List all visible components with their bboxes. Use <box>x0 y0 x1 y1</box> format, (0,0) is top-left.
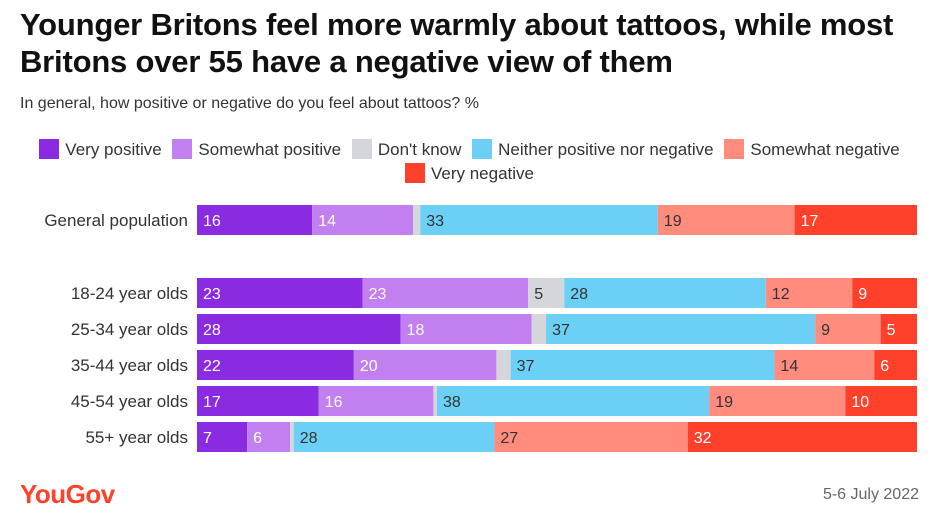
row-label: 18-24 year olds <box>71 284 188 303</box>
legend-swatch-very-negative <box>404 163 425 183</box>
bar-segment-somewhat-positive <box>247 422 291 452</box>
data-label: 18 <box>407 322 425 339</box>
bar-segment-very-positive <box>197 422 248 452</box>
legend-swatch-neither <box>472 139 493 159</box>
legend-swatch-somewhat-negative <box>724 139 745 159</box>
bar-segment-somewhat-positive <box>353 350 497 380</box>
bar-segment-dont-know <box>413 205 421 235</box>
legend-item-somewhat-positive: Somewhat positive <box>172 138 341 162</box>
bar-segment-very-positive <box>197 205 313 235</box>
data-label: 9 <box>821 322 830 339</box>
bar-segment-very-negative <box>687 422 917 452</box>
bar-segment-neither <box>420 205 658 235</box>
bar-segment-somewhat-negative <box>709 386 846 416</box>
survey-date: 5-6 July 2022 <box>822 486 919 503</box>
chart-subtitle: In general, how positive or negative do … <box>20 95 479 112</box>
bar-segment-dont-know <box>531 314 547 344</box>
data-label: 27 <box>500 430 518 447</box>
bar-segment-dont-know <box>290 422 294 452</box>
legend-item-somewhat-negative: Somewhat negative <box>724 138 900 162</box>
bar-segment-neither <box>437 386 710 416</box>
row-label: 25-34 year olds <box>71 320 188 339</box>
bar-segment-dont-know <box>433 386 437 416</box>
data-label: 22 <box>203 358 221 375</box>
data-label: 37 <box>517 358 535 375</box>
legend-item-very-negative: Very negative <box>404 162 534 186</box>
bar-segment-somewhat-positive <box>400 314 532 344</box>
data-label: 23 <box>369 286 387 303</box>
row-label: 35-44 year olds <box>71 356 188 375</box>
data-label: 16 <box>325 394 343 411</box>
bar-segment-very-positive <box>197 314 401 344</box>
bar-segment-dont-know <box>528 278 565 308</box>
legend-item-neither: Neither positive nor negative <box>472 138 714 162</box>
bar-segment-very-positive <box>197 350 354 380</box>
legend-swatch-dont-know <box>351 139 372 159</box>
bar-segment-somewhat-negative <box>774 350 875 380</box>
row-label: General population <box>44 211 188 230</box>
data-label: 14 <box>318 213 336 230</box>
bar-segment-very-positive <box>197 278 363 308</box>
bar-segment-somewhat-negative <box>657 205 795 235</box>
data-label: 17 <box>801 213 819 230</box>
bar-segment-neither <box>510 350 775 380</box>
yougov-logo: YouGov <box>20 479 115 509</box>
data-label: 19 <box>715 394 733 411</box>
data-label: 28 <box>570 286 588 303</box>
data-label: 9 <box>858 286 867 303</box>
data-label: 28 <box>300 430 318 447</box>
data-label: 10 <box>851 394 869 411</box>
legend-label: Very negative <box>430 164 534 183</box>
legend-label: Very positive <box>65 140 162 159</box>
data-label: 33 <box>426 213 444 230</box>
data-label: 38 <box>443 394 461 411</box>
row-label: 55+ year olds <box>85 428 188 447</box>
bar-segment-very-negative <box>794 205 917 235</box>
bar-segment-somewhat-negative <box>815 314 881 344</box>
data-label: 28 <box>203 322 221 339</box>
legend-item-dont-know: Don't know <box>351 138 462 162</box>
legend-label: Neither positive nor negative <box>498 140 714 159</box>
legend-item-very-positive: Very positive <box>39 138 162 162</box>
legend-label: Don't know <box>377 140 462 159</box>
bar-segment-neither <box>564 278 766 308</box>
data-label: 37 <box>552 322 570 339</box>
data-label: 6 <box>253 430 262 447</box>
bar-segment-somewhat-positive <box>362 278 529 308</box>
bar-segment-somewhat-negative <box>765 278 853 308</box>
data-label: 19 <box>664 213 682 230</box>
chart-title: Younger Britons feel more warmly about t… <box>20 7 894 79</box>
data-label: 5 <box>887 322 896 339</box>
bar-segment-somewhat-positive <box>318 386 434 416</box>
legend-swatch-very-positive <box>39 139 60 159</box>
bar-segment-somewhat-positive <box>312 205 413 235</box>
bar-segment-very-negative <box>845 386 917 416</box>
data-label: 17 <box>203 394 221 411</box>
data-label: 32 <box>694 430 712 447</box>
legend-swatch-somewhat-positive <box>172 139 193 159</box>
legend: Very positive Somewhat positive Don't kn… <box>20 138 925 186</box>
data-label: 7 <box>203 430 212 447</box>
bar-segment-very-negative <box>874 350 917 380</box>
data-label: 23 <box>203 286 221 303</box>
data-label: 20 <box>360 358 378 375</box>
bar-segment-neither <box>546 314 816 344</box>
data-label: 16 <box>203 213 221 230</box>
bar-segment-very-negative <box>852 278 917 308</box>
data-label: 5 <box>534 286 543 303</box>
data-label: 14 <box>780 358 798 375</box>
legend-label: Somewhat negative <box>750 140 900 159</box>
bar-segment-neither <box>293 422 495 452</box>
legend-label: Somewhat positive <box>198 140 342 159</box>
bar-segment-somewhat-negative <box>494 422 688 452</box>
bar-segment-very-negative <box>880 314 917 344</box>
data-label: 12 <box>772 286 790 303</box>
data-label: 6 <box>880 358 889 375</box>
bar-segment-dont-know <box>496 350 511 380</box>
row-label: 45-54 year olds <box>71 392 188 411</box>
bar-segment-very-positive <box>197 386 319 416</box>
